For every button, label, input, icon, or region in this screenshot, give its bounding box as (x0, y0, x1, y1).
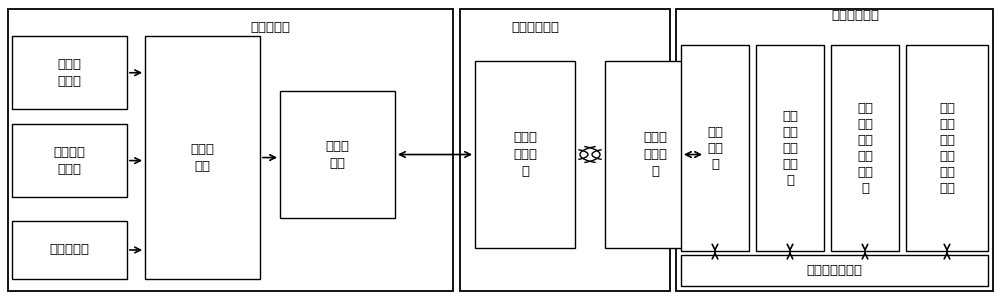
Bar (906, 45, 988, 251)
Bar (605, 61, 705, 248)
Text: 气象
传感
器设
备维
护服
务器: 气象 传感 器设 备维 护服 务器 (939, 102, 955, 195)
Text: 气象
数据
历史
记录
服务
器: 气象 数据 历史 记录 服务 器 (857, 102, 873, 195)
Bar (12, 221, 127, 279)
Bar (756, 45, 824, 251)
Text: 气象监控工作站: 气象监控工作站 (806, 264, 862, 277)
Bar (681, 255, 988, 286)
Bar (831, 45, 899, 251)
Text: 数据采
集卡: 数据采 集卡 (190, 142, 214, 173)
Bar (681, 45, 749, 251)
Text: 气象监控中心: 气象监控中心 (831, 9, 879, 22)
Text: 第二数
字微波
端: 第二数 字微波 端 (643, 131, 667, 178)
Bar (280, 91, 395, 218)
Text: 风速风向
传感器: 风速风向 传感器 (54, 145, 86, 176)
Text: 第一数
字微波
端: 第一数 字微波 端 (513, 131, 537, 178)
Bar (475, 61, 575, 248)
Text: 气象
数据
报警
服务
器: 气象 数据 报警 服务 器 (782, 110, 798, 187)
Text: 温湿度
传感器: 温湿度 传感器 (58, 58, 82, 88)
Text: 光照传感器: 光照传感器 (50, 244, 90, 256)
Bar (12, 36, 127, 109)
Text: 数字微波网络: 数字微波网络 (511, 21, 559, 34)
Text: 气象监控站: 气象监控站 (250, 21, 290, 34)
Bar (460, 9, 670, 291)
Text: 处理器
单元: 处理器 单元 (326, 139, 350, 170)
Bar (676, 9, 993, 291)
Bar (8, 9, 453, 291)
Bar (12, 124, 127, 197)
Bar (145, 36, 260, 279)
Text: 通信
服务
器: 通信 服务 器 (707, 126, 723, 171)
